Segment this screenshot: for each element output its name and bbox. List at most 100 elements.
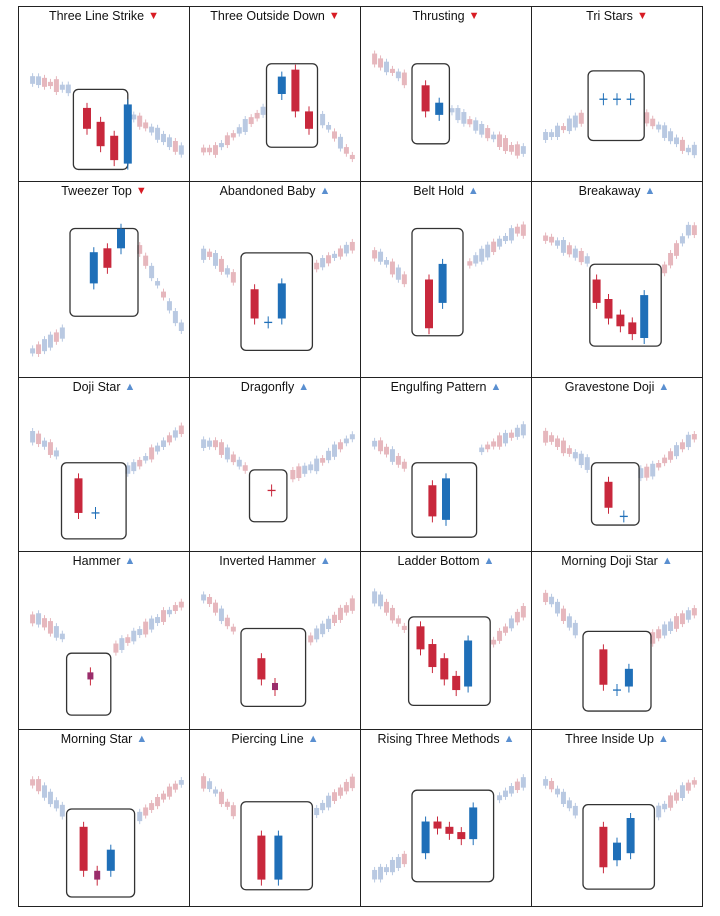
background-candle — [320, 258, 326, 268]
background-candle — [372, 591, 378, 604]
background-candle — [685, 147, 691, 153]
background-candle — [384, 61, 389, 73]
background-candle — [218, 442, 224, 455]
candlestick-chart — [30, 598, 184, 716]
background-candle — [395, 455, 401, 465]
background-candle — [230, 454, 236, 463]
background-candle — [242, 119, 248, 132]
candlestick-chart — [543, 589, 697, 712]
background-candle — [503, 138, 508, 152]
pattern-cell: Morning Doji Star ▲ — [532, 552, 703, 730]
background-candle — [401, 853, 407, 865]
pattern-highlight-box — [587, 70, 645, 142]
background-candle — [491, 241, 497, 253]
background-candle — [131, 114, 137, 120]
pattern-grid: Three Line Strike ▼ Three Outside Down ▼ Thr… — [18, 6, 703, 907]
pattern-cell: Inverted Hammer ▲ — [190, 552, 361, 730]
up-triangle-icon: ▲ — [307, 733, 319, 745]
pattern-name: Thrusting — [412, 9, 465, 23]
background-candle — [389, 68, 395, 73]
background-candle — [137, 629, 143, 636]
background-candle — [230, 805, 236, 817]
background-candle — [566, 616, 572, 628]
pattern-title: Engulfing Pattern ▲ — [361, 380, 531, 394]
background-candle — [685, 434, 691, 448]
background-candle — [644, 466, 650, 478]
pattern-highlight-box — [265, 63, 319, 148]
background-candle — [674, 445, 679, 457]
pattern-title: Three Outside Down ▼ — [190, 9, 360, 23]
background-candle — [36, 433, 42, 445]
pattern-name: Three Line Strike — [48, 9, 145, 23]
background-candle — [503, 432, 508, 444]
background-candle — [201, 147, 207, 153]
background-candle — [320, 802, 326, 811]
pattern-candle — [272, 682, 278, 691]
up-triangle-icon: ▲ — [483, 555, 495, 567]
background-candle — [332, 614, 337, 623]
background-candle — [178, 322, 184, 331]
pattern-cell: Doji Star ▲ — [19, 378, 190, 552]
background-candle — [30, 431, 36, 443]
pattern-candle — [613, 842, 621, 861]
pattern-candle — [416, 626, 425, 650]
background-candle — [578, 453, 584, 466]
background-candle — [166, 301, 172, 311]
pattern-highlight-box — [582, 630, 652, 712]
pattern-candle — [428, 485, 437, 517]
pattern-candle — [87, 672, 94, 680]
pattern-name: Dragonfly — [240, 380, 295, 394]
background-candle — [543, 235, 549, 241]
candlestick-chart — [201, 431, 355, 523]
background-candle — [691, 434, 697, 440]
pattern-cell: Belt Hold ▲ — [361, 182, 532, 378]
background-candle — [514, 611, 520, 623]
pattern-candle — [257, 658, 266, 680]
pattern-candle — [628, 322, 637, 335]
pattern-name: Inverted Hammer — [219, 554, 316, 568]
background-candle — [572, 115, 578, 128]
pattern-title: Tweezer Top ▼ — [19, 184, 189, 198]
up-triangle-icon: ▲ — [319, 555, 331, 567]
background-candle — [491, 134, 497, 140]
pattern-title: Belt Hold ▲ — [361, 184, 531, 198]
background-candle — [172, 311, 178, 324]
background-candle — [508, 228, 514, 241]
background-candle — [395, 71, 401, 79]
background-candle — [378, 594, 384, 607]
background-candle — [308, 635, 314, 643]
background-candle — [113, 643, 119, 653]
background-candle — [42, 440, 47, 447]
background-candle — [679, 442, 685, 450]
pattern-title: Dragonfly ▲ — [190, 380, 360, 394]
pattern-candle — [274, 835, 283, 880]
background-candle — [42, 618, 47, 628]
background-candle — [201, 776, 207, 789]
background-candle — [337, 248, 343, 257]
background-candle — [224, 801, 230, 807]
background-candle — [30, 614, 36, 624]
background-candle — [42, 77, 47, 87]
background-candle — [131, 630, 137, 642]
background-candle — [662, 125, 668, 138]
background-candle — [503, 790, 508, 797]
background-candle — [47, 442, 53, 455]
pattern-candle — [433, 821, 442, 829]
pattern-title: Thrusting ▼ — [361, 9, 531, 23]
background-candle — [178, 145, 184, 155]
background-candle — [572, 622, 578, 636]
background-candle — [549, 596, 555, 605]
background-candle — [401, 625, 407, 630]
pattern-highlight-box — [248, 469, 288, 523]
background-candle — [36, 779, 42, 792]
pattern-title: Abandoned Baby ▲ — [190, 184, 360, 198]
pattern-highlight-box — [411, 789, 495, 883]
background-candle — [389, 449, 395, 462]
background-candle — [479, 123, 485, 135]
pattern-candle — [79, 826, 88, 871]
pattern-name: Tweezer Top — [61, 184, 132, 198]
background-candle — [119, 638, 125, 650]
up-triangle-icon: ▲ — [490, 381, 502, 393]
pattern-candle — [106, 849, 115, 871]
background-candle — [349, 241, 355, 251]
